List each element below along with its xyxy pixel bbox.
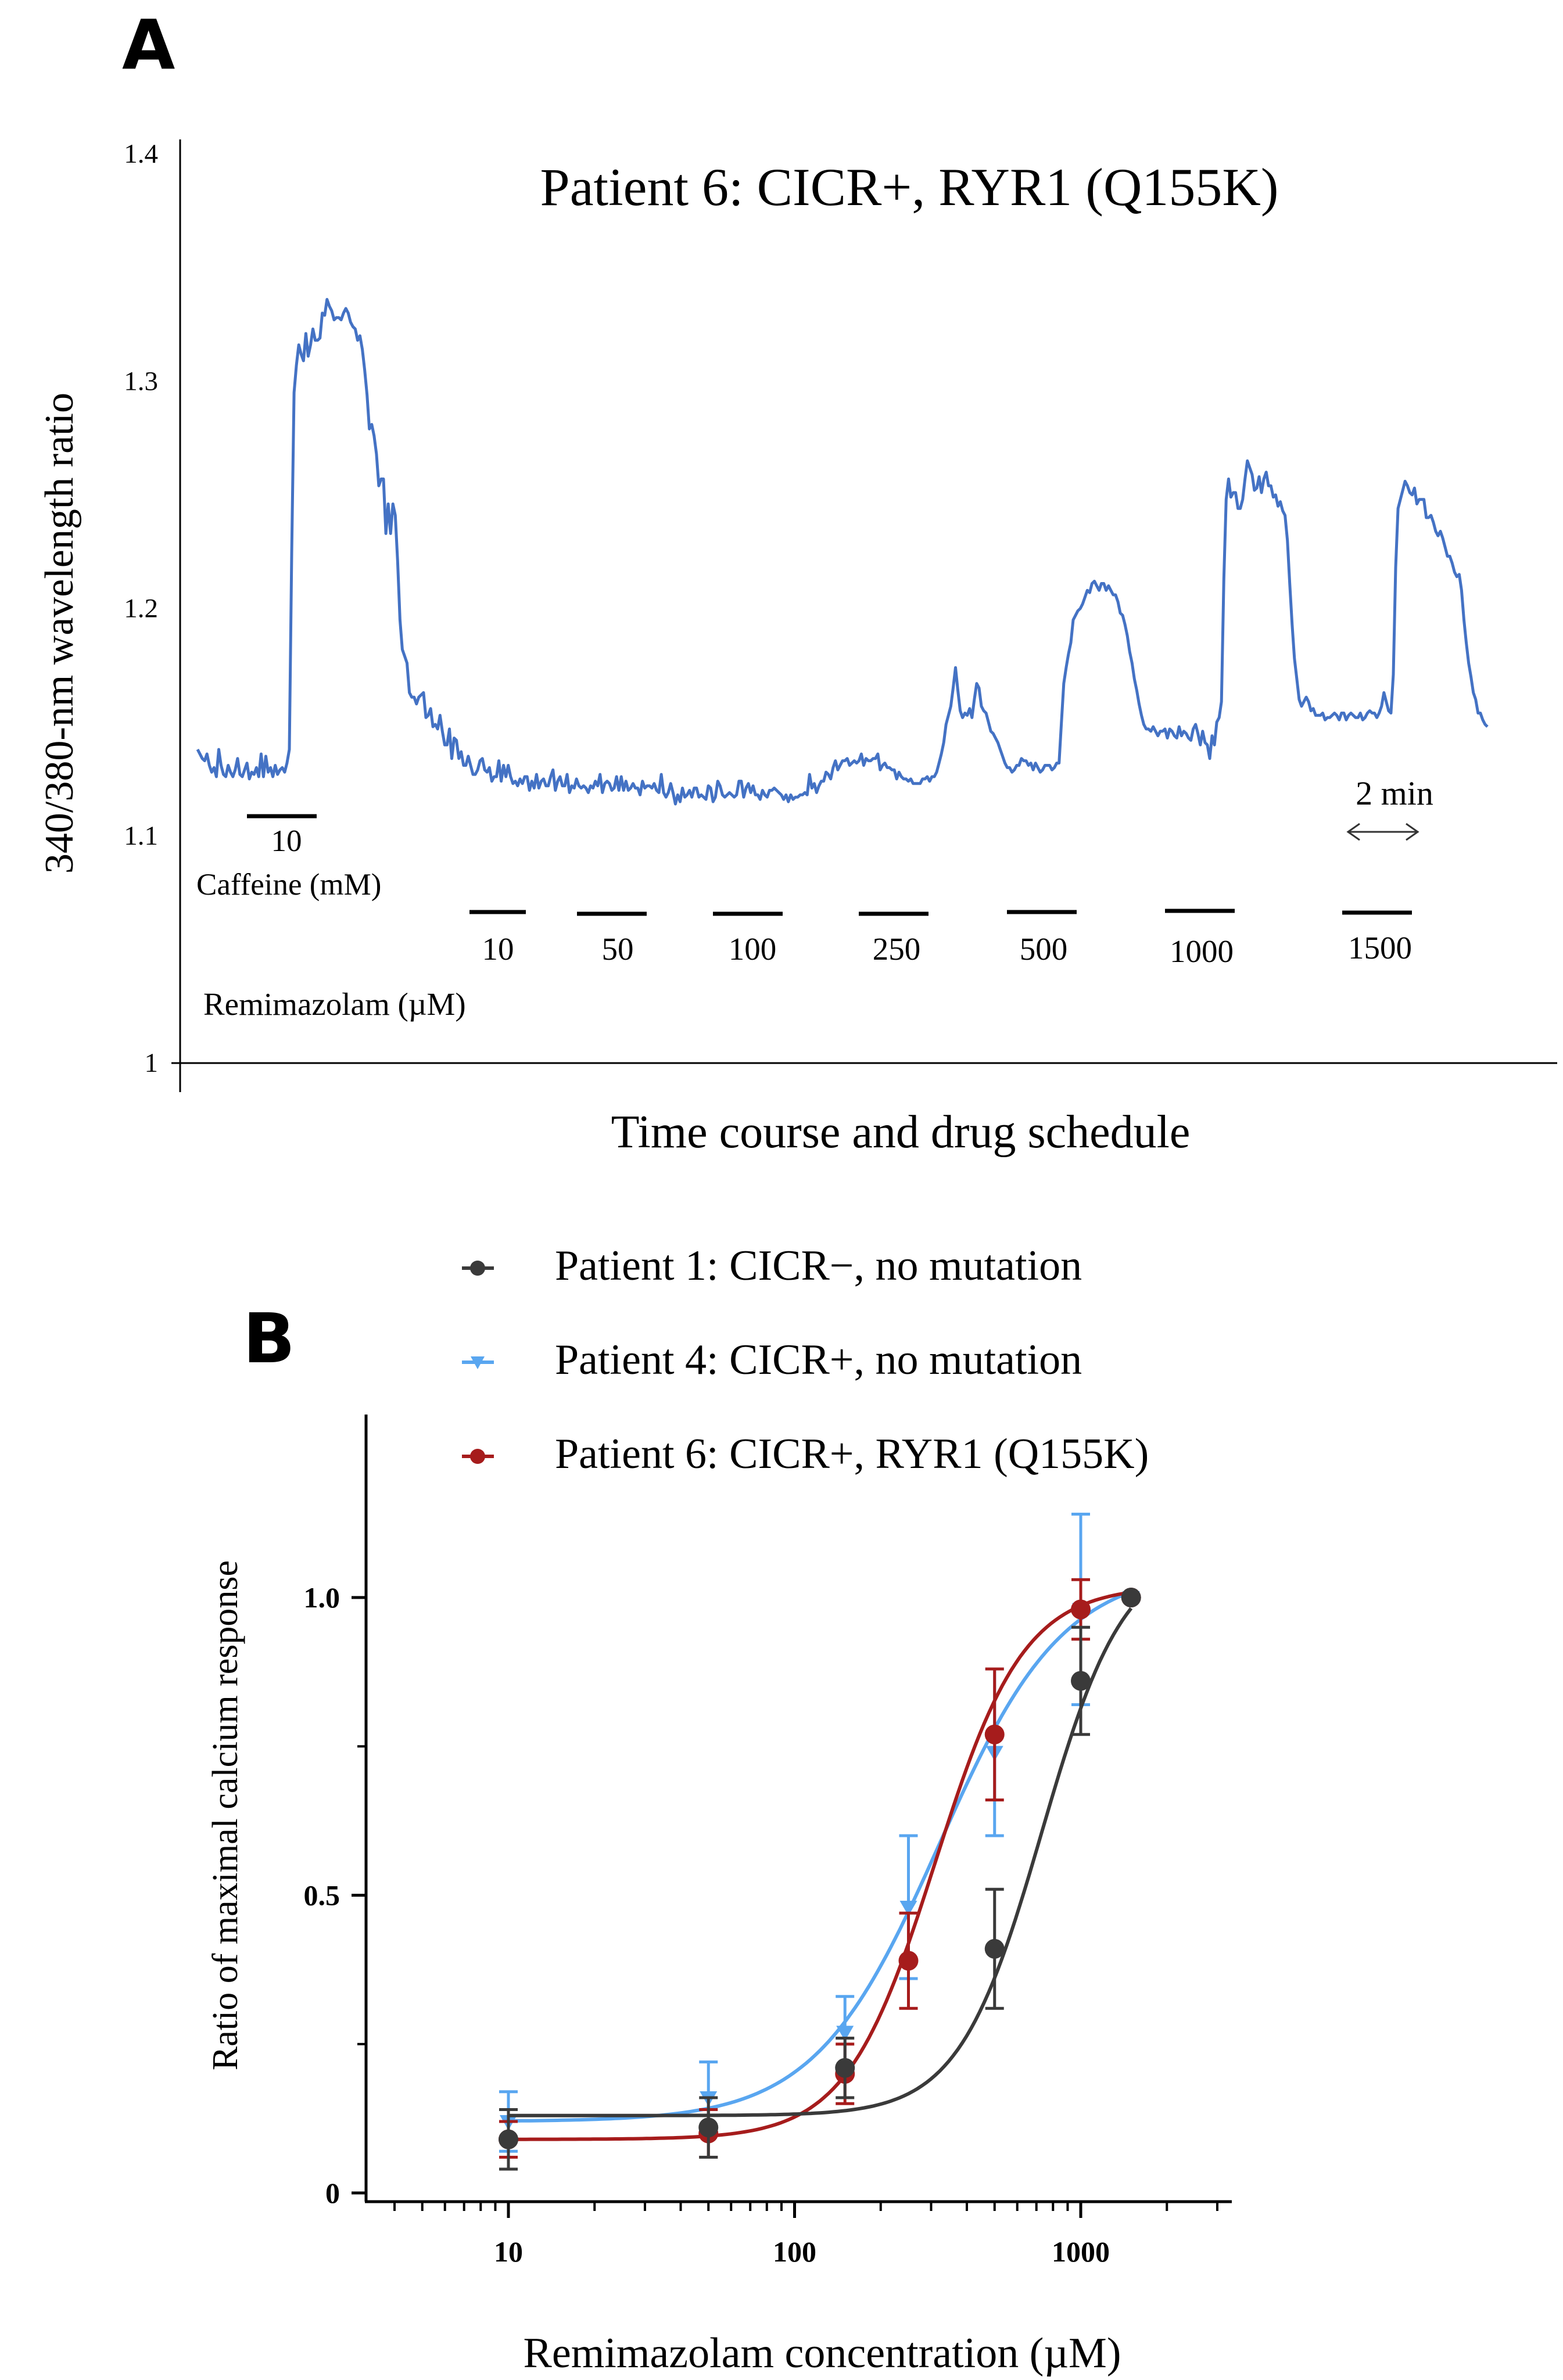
remimazolam-label: Remimazolam (µM)	[203, 986, 466, 1022]
panel-b-chart: 10 100 1000 0 0.5 1.0 Ratio of maximal calciu…	[206, 1415, 1232, 2377]
panel-a-y-tick-label: 1.1	[124, 821, 158, 851]
x-tick-label: 10	[494, 2235, 523, 2268]
y-tick-label: 1.0	[304, 1581, 340, 1614]
panel-a-y-tick-label: 1.2	[124, 594, 158, 624]
y-tick-label: 0.5	[304, 1879, 340, 1912]
y-tick-label: 0	[325, 2177, 340, 2209]
fit-curve	[508, 1590, 1132, 2141]
legend: Patient 1: CICR−, no mutation Patient 4:…	[462, 1242, 1149, 1478]
data-point	[984, 1939, 1005, 1959]
caffeine-label: Caffeine (mM)	[196, 868, 381, 902]
time-scale-arrow	[1346, 823, 1419, 841]
panel-a-y-tick-label: 1.4	[124, 139, 158, 169]
data-point	[1071, 1599, 1091, 1620]
remimazolam-dose-label: 1500	[1348, 930, 1412, 965]
panel-a-trace-line	[196, 297, 1489, 806]
panel-b-x-label: Remimazolam concentration (µM)	[524, 2329, 1121, 2377]
panel-a-x-label: Time course and drug schedule	[611, 1107, 1191, 1158]
data-point	[1071, 1671, 1091, 1691]
panel-a-y-tick-label: 1.3	[124, 366, 158, 396]
data-point	[499, 2129, 518, 2149]
panel-b-label: B	[243, 1298, 295, 1379]
x-tick-label: 100	[773, 2235, 816, 2268]
panel-a-y-ticks: 1 1.1 1.2 1.3 1.4	[124, 139, 158, 1078]
remimazolam-dose-label: 500	[1020, 931, 1068, 967]
remimazolam-dose-label: 250	[873, 931, 921, 967]
panel-a-y-tick-label: 1	[145, 1048, 159, 1078]
data-point	[898, 1951, 919, 1971]
panel-b-series	[499, 1513, 1141, 2171]
panel-b-y-label: Ratio of maximal calcium response	[206, 1560, 245, 2070]
series-3	[499, 1578, 1141, 2159]
panel-a-chart: 1 1.1 1.2 1.3 1.4 Patient 6: CICR+, RYR1 (Q1…	[37, 139, 1557, 1158]
x-tick-label: 1000	[1052, 2235, 1110, 2268]
legend-marker-triangle	[471, 1356, 485, 1369]
series-1	[499, 1588, 1141, 2171]
remimazolam-schedule: 10 50 100 250 500 1000 1500	[469, 909, 1412, 969]
panel-b-ticks: 10 100 1000 0 0.5 1.0	[304, 1581, 1218, 2268]
legend-item-patient4: Patient 4: CICR+, no mutation	[462, 1336, 1082, 1384]
data-point	[1121, 1588, 1141, 1607]
legend-marker-circle	[470, 1449, 485, 1464]
panel-a-y-label: 340/380-nm wavelength ratio	[37, 393, 82, 874]
legend-label: Patient 1: CICR−, no mutation	[555, 1242, 1082, 1290]
data-point	[984, 1724, 1005, 1744]
fit-curve	[508, 1590, 1132, 2123]
data-point	[836, 2026, 854, 2041]
data-point	[899, 1901, 917, 1916]
panel-a-label: A	[122, 5, 175, 85]
remimazolam-dose-label: 1000	[1170, 934, 1234, 969]
legend-item-patient6: Patient 6: CICR+, RYR1 (Q155K)	[462, 1430, 1149, 1478]
legend-item-patient1: Patient 1: CICR−, no mutation	[462, 1242, 1082, 1290]
series-2	[499, 1513, 1140, 2153]
remimazolam-dose-label: 100	[729, 931, 777, 967]
panel-a-title: Patient 6: CICR+, RYR1 (Q155K)	[540, 157, 1279, 217]
caffeine-dose-label: 10	[271, 824, 302, 858]
remimazolam-dose-label: 50	[602, 931, 634, 967]
time-scale-label: 2 min	[1356, 774, 1433, 812]
legend-label: Patient 6: CICR+, RYR1 (Q155K)	[555, 1430, 1149, 1478]
fit-curve	[508, 1607, 1133, 2117]
legend-marker-circle	[470, 1261, 485, 1276]
legend-label: Patient 4: CICR+, no mutation	[555, 1336, 1082, 1384]
data-point	[835, 2058, 855, 2078]
data-point	[698, 2117, 719, 2138]
remimazolam-dose-label: 10	[482, 931, 514, 967]
